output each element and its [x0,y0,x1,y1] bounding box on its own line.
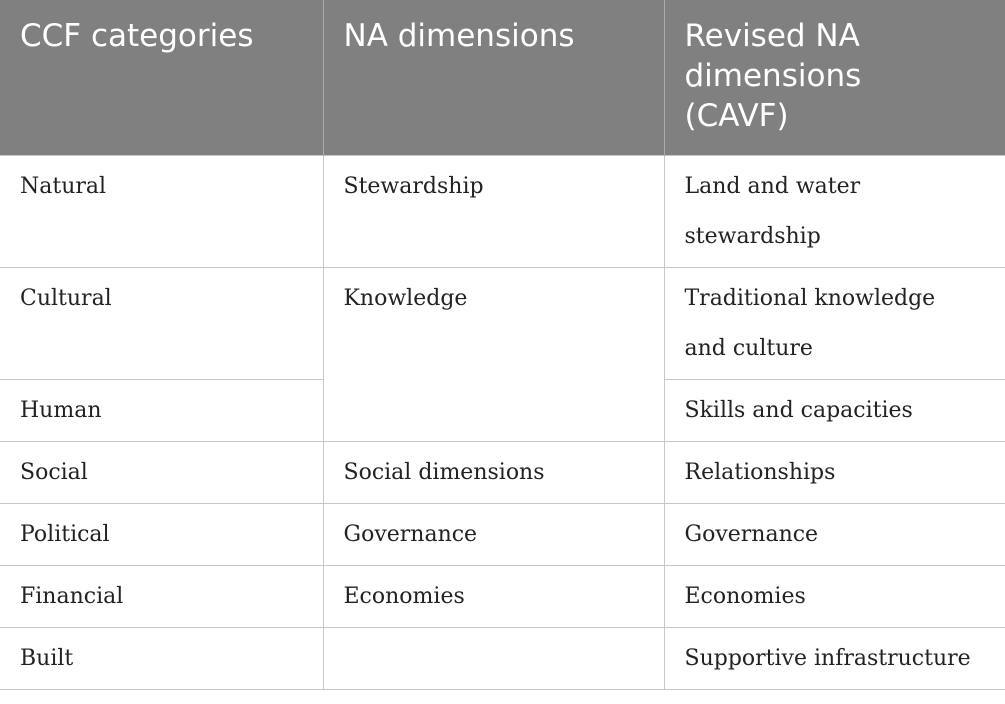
cell-text: Traditional knowledge and culture [684,286,936,361]
header-cell: Revised NA dimensions (CAVF) [664,0,1005,156]
header-cell: CCF categories [0,0,324,156]
cell: Political [0,503,324,566]
cell [322,627,665,690]
cell: Knowledge [322,267,665,442]
row: Financial Economies Economies [0,565,1005,628]
cell: Traditional knowledge and culture [663,267,1005,380]
cell: Social dimensions [322,441,665,504]
cell: Built [0,627,324,690]
cell: Skills and capacities [663,379,1005,442]
header-cell: NA dimensions [323,0,665,156]
cell: Economies [322,565,665,628]
row: Natural Stewardship Land and water stewa… [0,155,1005,268]
cell-text: Land and water stewardship [684,174,861,249]
cell: Natural [0,155,324,268]
header-row: CCF categories NA dimensions Revised NA … [0,0,1005,156]
row: Cultural Knowledge Traditional knowledge… [0,267,1005,442]
row: Human Skills and capacities [0,379,1005,442]
cell: Social [0,441,324,504]
row: Social Social dimensions Relationships [0,441,1005,504]
cell: Relationships [663,441,1005,504]
cell: Financial [0,565,324,628]
cell: Supportive infrastructure [663,627,1005,690]
cell: Governance [663,503,1005,566]
row: Built Supportive infrastructure [0,627,1005,690]
cell: Economies [663,565,1005,628]
cell: Stewardship [322,155,665,268]
cell: Governance [322,503,665,566]
row: Political Governance Governance [0,503,1005,566]
cell: Land and water stewardship [663,155,1005,268]
cell: Human [0,379,324,442]
header-text: Revised NA dimensions (CAVF) [684,18,862,134]
cell: Cultural [0,267,324,380]
